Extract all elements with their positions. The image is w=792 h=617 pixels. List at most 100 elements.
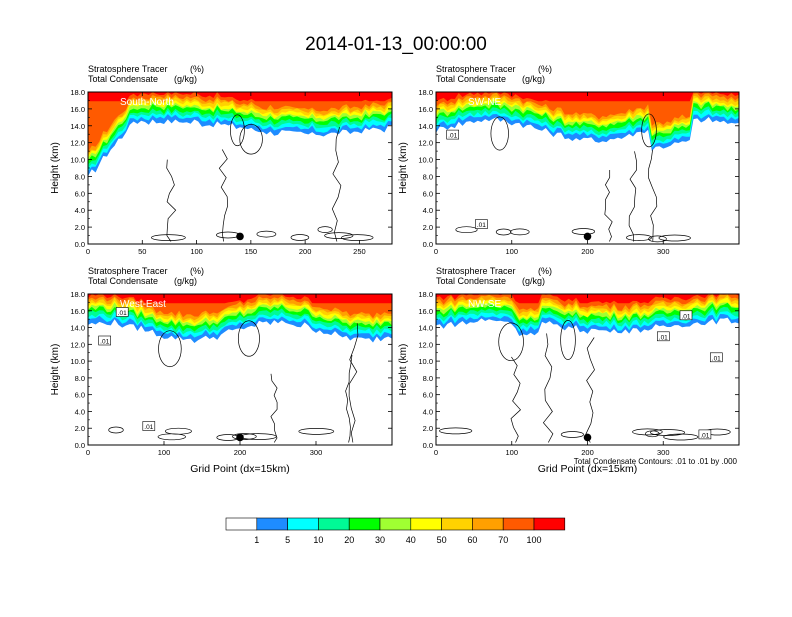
y-tick-label: 14.0 <box>418 324 433 333</box>
y-tick-label: 18.0 <box>418 88 433 97</box>
y-tick-label: 14.0 <box>70 122 85 131</box>
colorbar-swatch <box>287 517 319 531</box>
panel-label: NW-SE <box>468 299 501 310</box>
x-tick-label: 250 <box>353 247 366 256</box>
contour-label: .01 <box>118 310 127 317</box>
colorbar-label: 100 <box>526 535 541 545</box>
tracer-band <box>88 92 392 102</box>
y-tick-label: 16.0 <box>70 105 85 114</box>
y-tick-label: 6.0 <box>75 391 85 400</box>
panel-header-tracer: Stratosphere Tracer <box>88 266 168 276</box>
y-tick-label: 18.0 <box>70 290 85 299</box>
x-tick-label: 300 <box>657 448 670 457</box>
contour-label: .01 <box>100 339 109 346</box>
panel-header-condensate-unit: (g/kg) <box>174 276 197 286</box>
contour-label-box <box>98 335 111 346</box>
chart-panel: Stratosphere Tracer (%) Total Condensate (g… <box>50 266 393 475</box>
condensate-contour <box>585 337 595 443</box>
colorbar-label: 10 <box>313 535 323 545</box>
condensate-contour <box>641 113 657 148</box>
figure-title: 2014-01-13_00:00:00 <box>305 34 487 55</box>
contour-label-box <box>142 421 156 431</box>
colorbar-swatch <box>533 517 566 531</box>
colorbar-label: 20 <box>344 535 354 545</box>
chart-panel: Stratosphere Tracer (%) Total Condensate (g… <box>398 64 740 256</box>
panel-header-condensate: Total Condensate <box>88 276 158 286</box>
y-tick-label: 0.0 <box>423 240 433 249</box>
contour-note: Total Condensate Contours: .01 to .01 by… <box>574 457 738 466</box>
condensate-contour <box>324 232 354 239</box>
x-tick-label: 100 <box>505 448 518 457</box>
panel-header-tracer-unit: (%) <box>538 266 552 276</box>
condensate-contour <box>439 427 473 435</box>
condensate-contour <box>317 226 333 233</box>
y-tick-label: 0.0 <box>75 441 85 450</box>
contour-label: .01 <box>681 313 690 320</box>
condensate-contour <box>341 234 374 241</box>
y-tick-label: 16.0 <box>418 105 433 114</box>
contour-label-box <box>115 307 129 317</box>
colorbar-swatch <box>410 517 442 531</box>
contour-label-box <box>656 331 670 342</box>
x-tick-label: 200 <box>299 247 312 256</box>
condensate-contour <box>632 428 663 436</box>
x-tick-label: 200 <box>581 448 594 457</box>
plot-area: .01 .01 SW-NE <box>436 92 739 244</box>
panel-header-condensate-unit: (g/kg) <box>174 74 197 84</box>
y-tick-label: 16.0 <box>418 307 433 316</box>
panel-label: SW-NE <box>468 97 501 108</box>
contour-label: .01 <box>712 355 721 362</box>
x-tick-label: 0 <box>86 247 90 256</box>
colorbar-label: 5 <box>285 535 290 545</box>
colorbar-label: 40 <box>406 535 416 545</box>
colorbar-swatch <box>379 517 412 531</box>
chart-panel: Stratosphere Tracer (%) Total Condensate (g… <box>398 266 740 475</box>
contour-label: .01 <box>448 133 457 140</box>
condensate-contour <box>230 114 245 147</box>
condensate-contour <box>498 322 524 362</box>
x-tick-label: 100 <box>505 247 518 256</box>
x-tick-label: 50 <box>138 247 146 256</box>
x-tick-label: 150 <box>245 247 258 256</box>
x-tick-label: 200 <box>581 247 594 256</box>
y-axis-label: Height (km) <box>398 344 409 396</box>
contour-label-box <box>446 129 460 140</box>
y-tick-label: 6.0 <box>423 189 433 198</box>
tracer-band <box>88 92 392 153</box>
panel-header-condensate: Total Condensate <box>436 276 506 286</box>
condensate-contour <box>649 429 686 436</box>
contour-label: .01 <box>477 222 486 229</box>
panel-header-tracer: Stratosphere Tracer <box>88 64 168 74</box>
panel-header-condensate-unit: (g/kg) <box>522 74 545 84</box>
condensate-contour <box>604 170 613 242</box>
y-axis-label: Height (km) <box>50 344 61 396</box>
y-tick-label: 4.0 <box>75 206 85 215</box>
y-tick-label: 10.0 <box>70 156 85 165</box>
condensate-contour <box>495 228 512 236</box>
condensate-contour <box>571 228 596 235</box>
y-tick-label: 12.0 <box>70 139 85 148</box>
contour-label-box <box>475 219 488 229</box>
colorbar-swatch <box>348 517 381 531</box>
location-marker <box>236 232 244 241</box>
panel-header-condensate-unit: (g/kg) <box>522 276 545 286</box>
y-tick-label: 12.0 <box>418 340 433 349</box>
panel-label: West-East <box>120 299 166 310</box>
condensate-contour <box>626 234 652 241</box>
y-tick-label: 6.0 <box>423 391 433 400</box>
condensate-contour <box>510 356 521 443</box>
y-tick-label: 6.0 <box>75 189 85 198</box>
condensate-contour <box>157 433 186 441</box>
colorbar-swatch <box>441 517 473 531</box>
panel-header-tracer-unit: (%) <box>538 64 552 74</box>
panel-header-condensate: Total Condensate <box>88 74 158 84</box>
condensate-contour <box>455 226 478 234</box>
y-tick-label: 10.0 <box>418 156 433 165</box>
y-tick-label: 12.0 <box>70 340 85 349</box>
location-marker <box>583 232 592 241</box>
y-tick-label: 14.0 <box>418 122 433 131</box>
x-tick-label: 300 <box>310 448 323 457</box>
condensate-contour <box>237 320 260 357</box>
condensate-contour <box>108 426 124 434</box>
